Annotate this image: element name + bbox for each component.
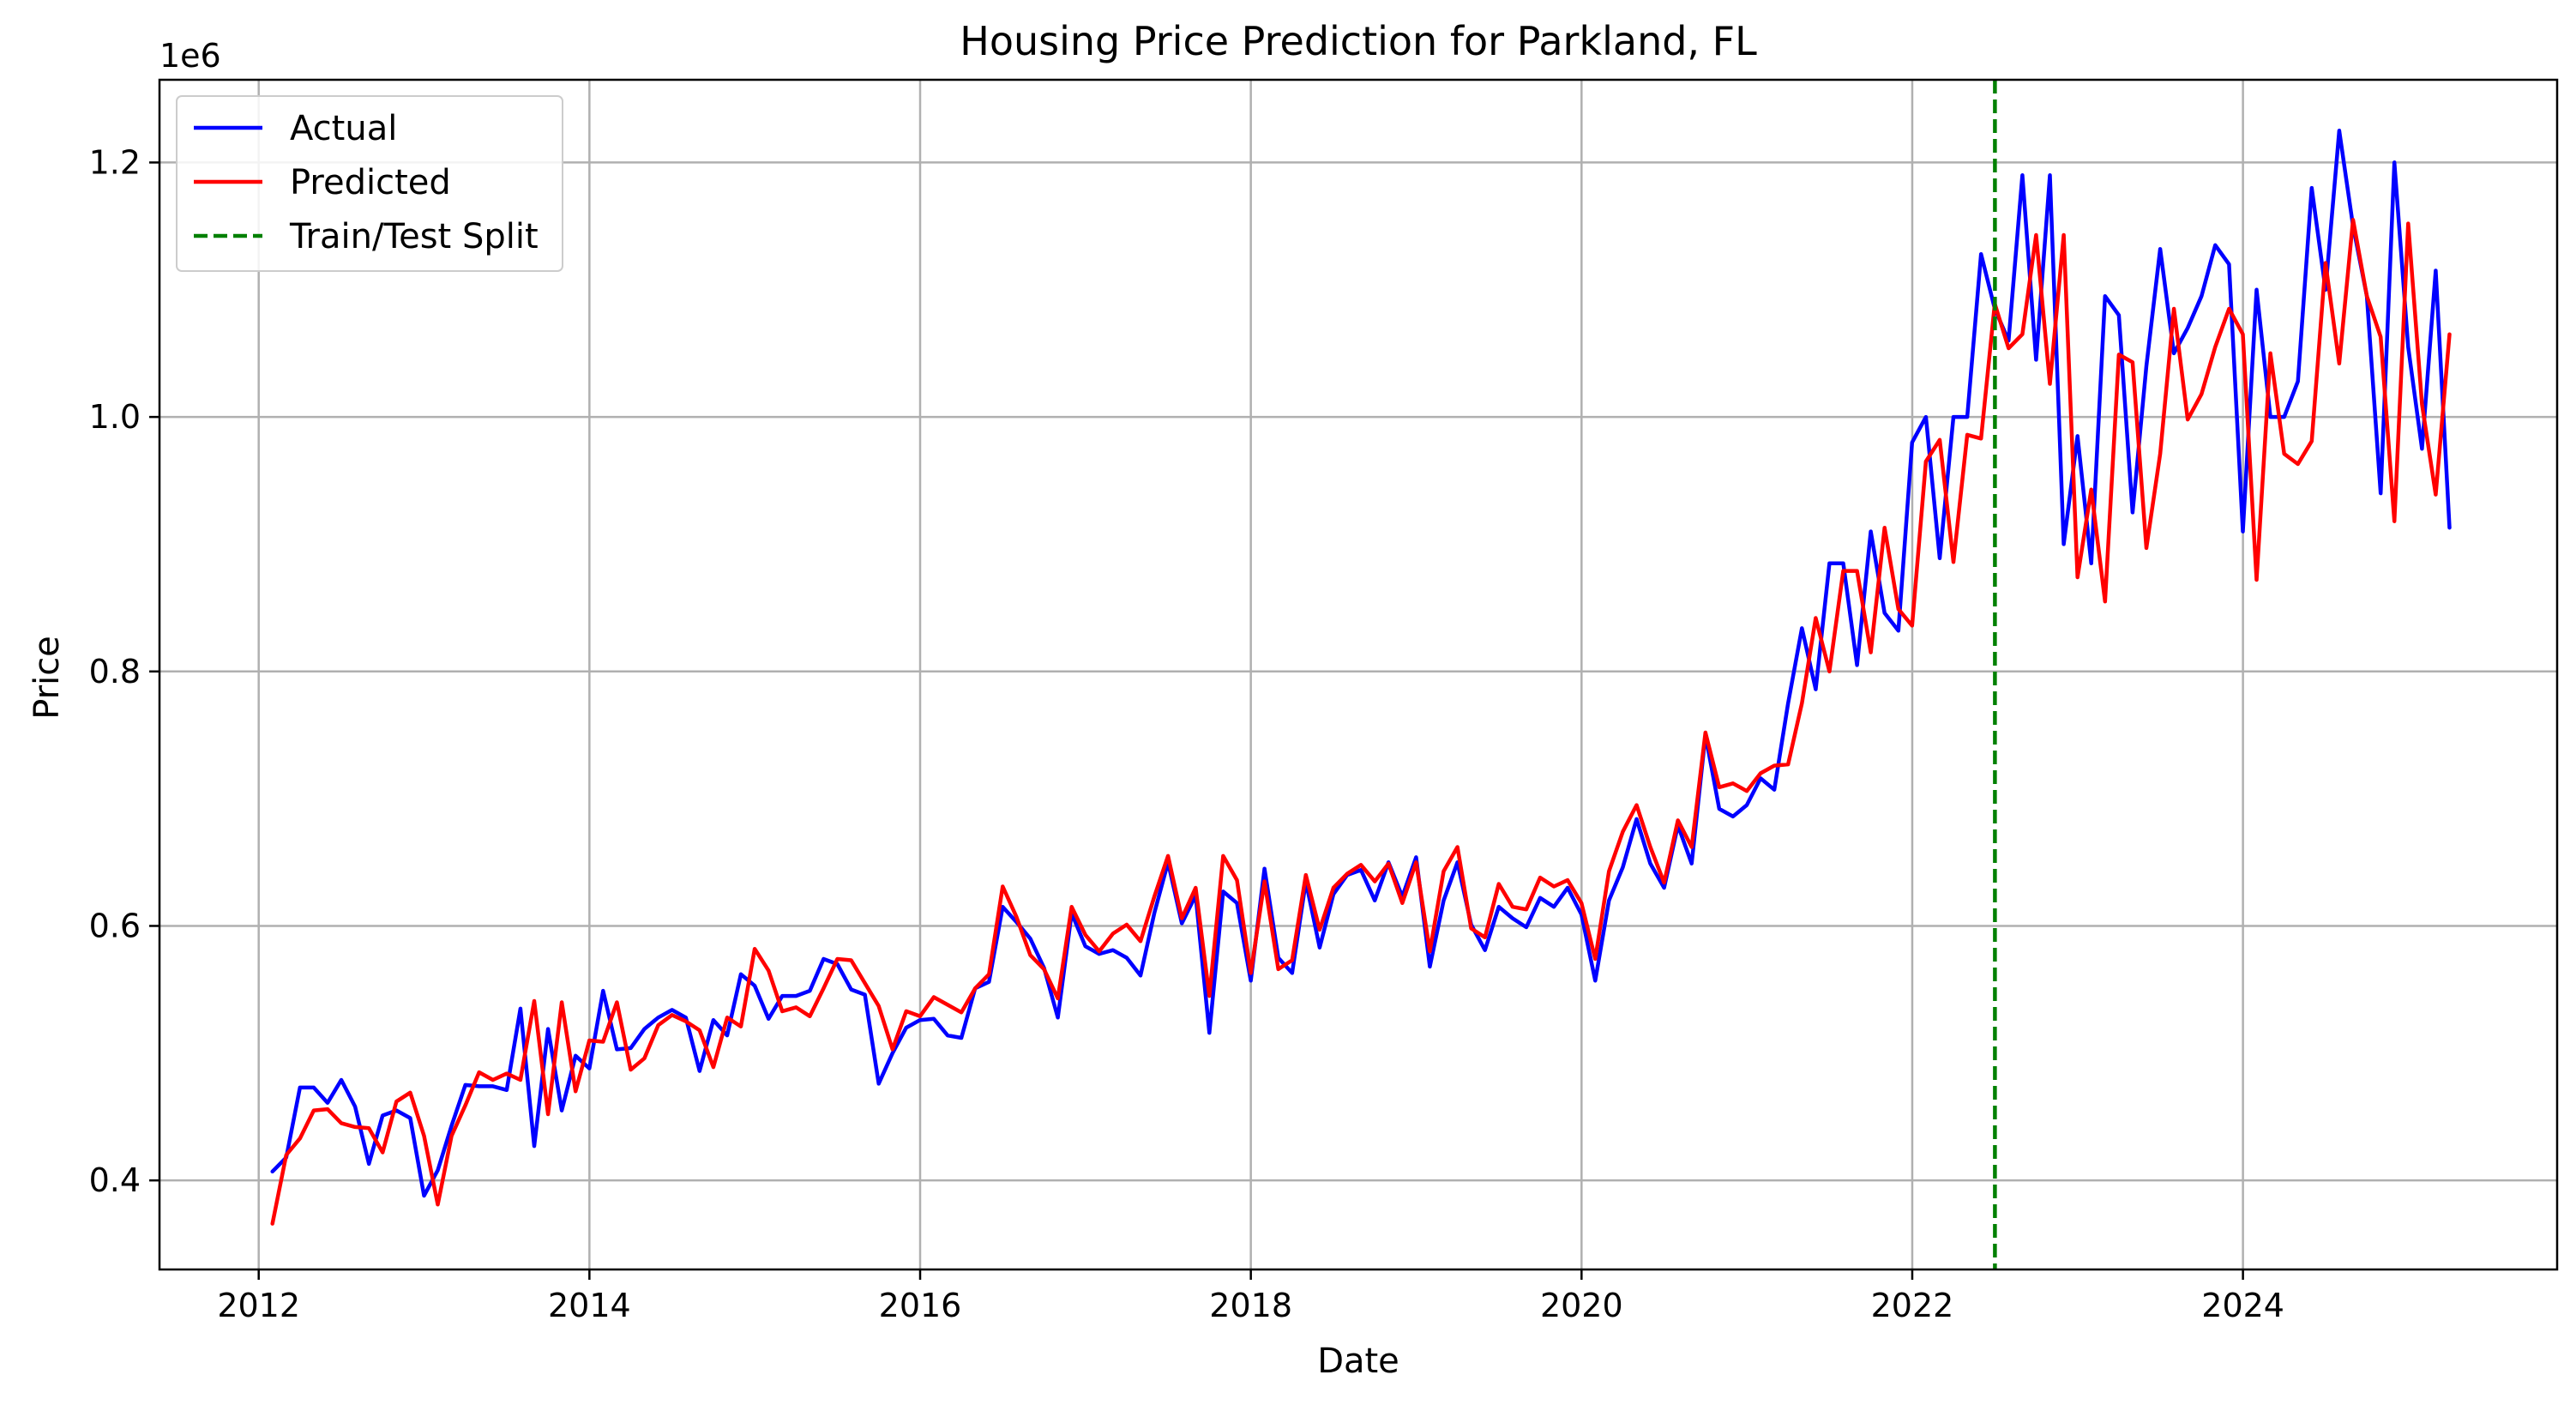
legend-split-label: Train/Test Split (289, 217, 539, 256)
x-tick-label: 2020 (1540, 1287, 1623, 1324)
legend-box (176, 95, 563, 272)
y-tick-label: 0.4 (89, 1161, 141, 1199)
series-line-predicted (270, 217, 2452, 1226)
x-tick-label: 2024 (2201, 1287, 2284, 1324)
grid-lines (159, 80, 2557, 1269)
legend: Actual Predicted Train/Test Split (176, 95, 563, 272)
x-tick-label: 2014 (548, 1287, 631, 1324)
legend-actual-label: Actual (290, 109, 397, 148)
x-axis-ticks: 2012 2014 2016 2018 2020 2022 2024 (217, 1269, 2284, 1324)
x-tick-label: 2012 (217, 1287, 300, 1324)
x-tick-label: 2022 (1871, 1287, 1954, 1324)
x-axis-label: Date (1317, 1342, 1399, 1381)
plot-frame (158, 78, 2559, 1271)
y-scale-offset-text: 1e6 (159, 37, 221, 75)
y-tick-label: 1.0 (89, 398, 141, 436)
y-tick-label: 0.8 (89, 653, 141, 690)
chart-title: Housing Price Prediction for Parkland, F… (960, 18, 1757, 64)
legend-predicted-label: Predicted (290, 163, 451, 202)
y-axis-label: Price (27, 636, 67, 720)
x-tick-label: 2016 (879, 1287, 962, 1324)
y-tick-label: 1.2 (89, 143, 141, 181)
x-tick-label: 2018 (1209, 1287, 1292, 1324)
y-axis-ticks: 0.4 0.6 0.8 1.0 1.2 (89, 143, 159, 1199)
y-tick-label: 0.6 (89, 907, 141, 944)
plot-lines (270, 80, 2452, 1269)
